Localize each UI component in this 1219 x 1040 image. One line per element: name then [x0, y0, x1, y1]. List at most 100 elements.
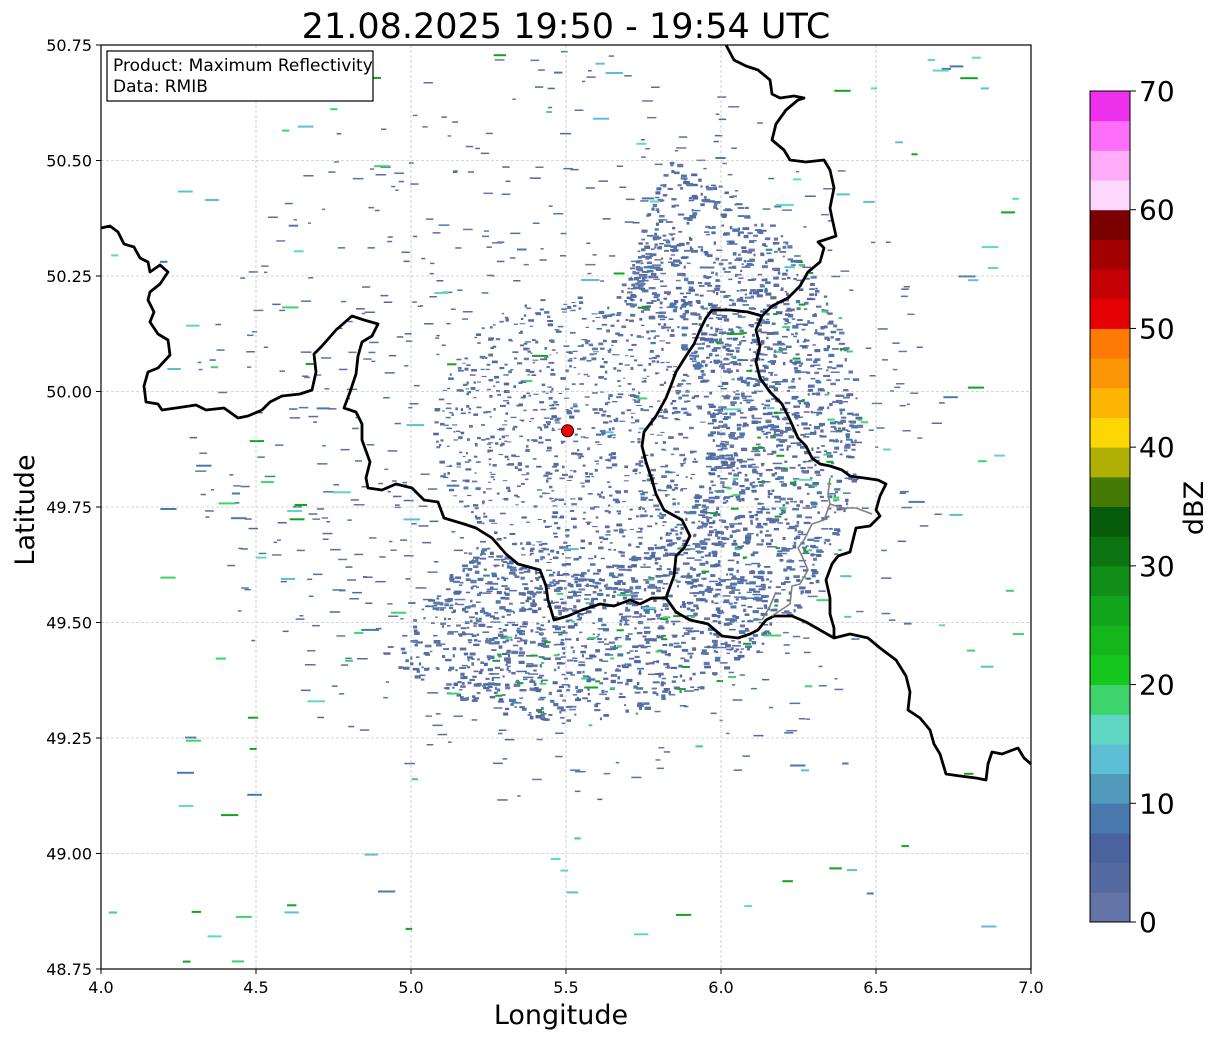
- echo-cell: [481, 424, 486, 426]
- echo-cell: [793, 609, 796, 613]
- echo-cell: [624, 608, 631, 612]
- echo-cell: [783, 581, 791, 584]
- echo-cell: [502, 640, 507, 644]
- echo-cell: [746, 369, 752, 372]
- echo-cell: [713, 359, 720, 363]
- echo-cell: [668, 233, 676, 235]
- echo-cell: [689, 215, 697, 219]
- echo-cell: [628, 277, 634, 281]
- echo-cell: [565, 619, 570, 623]
- echo-cell: [490, 476, 495, 478]
- echo-cell: [807, 466, 813, 469]
- echo-cell: [741, 545, 745, 548]
- echo-cell: [811, 456, 817, 459]
- echo-cell: [698, 520, 701, 523]
- echo-cell: [108, 911, 118, 914]
- echo-cell: [680, 527, 684, 530]
- echo-cell: [630, 441, 635, 443]
- echo-cell: [427, 488, 438, 490]
- echo-cell: [650, 341, 656, 345]
- echo-cell: [668, 542, 675, 546]
- echo-cell: [205, 516, 210, 518]
- echo-cell: [551, 415, 557, 419]
- echo-cell: [689, 247, 694, 252]
- echo-cell: [744, 613, 750, 616]
- echo-cell: [607, 435, 612, 438]
- echo-cell: [563, 677, 569, 680]
- echo-cell: [730, 507, 739, 510]
- echo-cell: [781, 418, 787, 421]
- echo-cell: [632, 388, 635, 391]
- echo-cell: [451, 413, 454, 416]
- echo-cell: [692, 460, 698, 463]
- echo-cell: [760, 578, 765, 582]
- echo-cell: [627, 633, 633, 635]
- echo-cell: [841, 416, 847, 419]
- info-product: Product: Maximum Reflectivity: [113, 56, 373, 76]
- echo-cell: [471, 719, 478, 721]
- echo-cell: [681, 347, 689, 351]
- echo-cell: [855, 413, 859, 416]
- echo-cell: [563, 548, 579, 551]
- echo-cell: [777, 522, 783, 524]
- echo-cell: [783, 631, 789, 634]
- echo-cell: [509, 560, 515, 564]
- echo-cell: [485, 132, 493, 135]
- echo-cell: [691, 183, 698, 187]
- echo-cell: [691, 579, 697, 581]
- echo-cell: [695, 745, 703, 748]
- echo-cell: [773, 276, 779, 280]
- echo-cell: [547, 386, 552, 388]
- echo-cell: [526, 392, 530, 394]
- echo-cell: [739, 341, 742, 345]
- echo-cell: [812, 344, 816, 346]
- echo-cell: [538, 549, 544, 553]
- echo-cell: [333, 161, 339, 163]
- echo-cell: [701, 516, 709, 518]
- echo-cell: [178, 190, 193, 193]
- echo-cell: [753, 618, 759, 621]
- echo-cell: [465, 468, 472, 471]
- echo-cell: [651, 360, 656, 363]
- echo-cell: [786, 566, 792, 570]
- echo-cell: [593, 117, 610, 120]
- echo-cell: [651, 474, 654, 477]
- echo-cell: [817, 411, 823, 415]
- echo-cell: [538, 436, 543, 440]
- echo-cell: [661, 489, 668, 492]
- echo-cell: [515, 504, 519, 506]
- echo-cell: [711, 184, 716, 187]
- echo-cell: [637, 667, 644, 670]
- echo-cell: [714, 490, 719, 492]
- echo-cell: [683, 181, 690, 185]
- echo-cell: [869, 375, 876, 377]
- echo-cell: [706, 324, 710, 327]
- echo-cell: [827, 366, 833, 369]
- echo-cell: [340, 448, 350, 451]
- echo-cell: [696, 543, 701, 547]
- echo-cell: [497, 653, 502, 656]
- echo-cell: [756, 477, 760, 481]
- echo-cell: [715, 656, 721, 659]
- echo-cell: [543, 417, 550, 419]
- echo-cell: [560, 601, 567, 605]
- colorbar-segment: [1090, 595, 1130, 626]
- echo-cell: [731, 577, 738, 580]
- echo-cell: [573, 470, 577, 473]
- echo-cell: [793, 575, 800, 578]
- echo-cell: [591, 427, 596, 429]
- echo-cell: [762, 208, 771, 210]
- echo-cell: [297, 125, 314, 128]
- echo-cell: [757, 565, 760, 568]
- echo-cell: [494, 686, 497, 690]
- echo-cell: [602, 496, 605, 499]
- echo-cell: [499, 366, 505, 370]
- echo-cell: [768, 385, 776, 389]
- echo-cell: [159, 260, 168, 263]
- echo-cell: [498, 700, 505, 703]
- echo-cell: [339, 589, 346, 592]
- echo-cell: [630, 287, 636, 290]
- echo-cell: [572, 403, 578, 405]
- echo-cell: [464, 610, 469, 613]
- echo-cell: [770, 296, 777, 300]
